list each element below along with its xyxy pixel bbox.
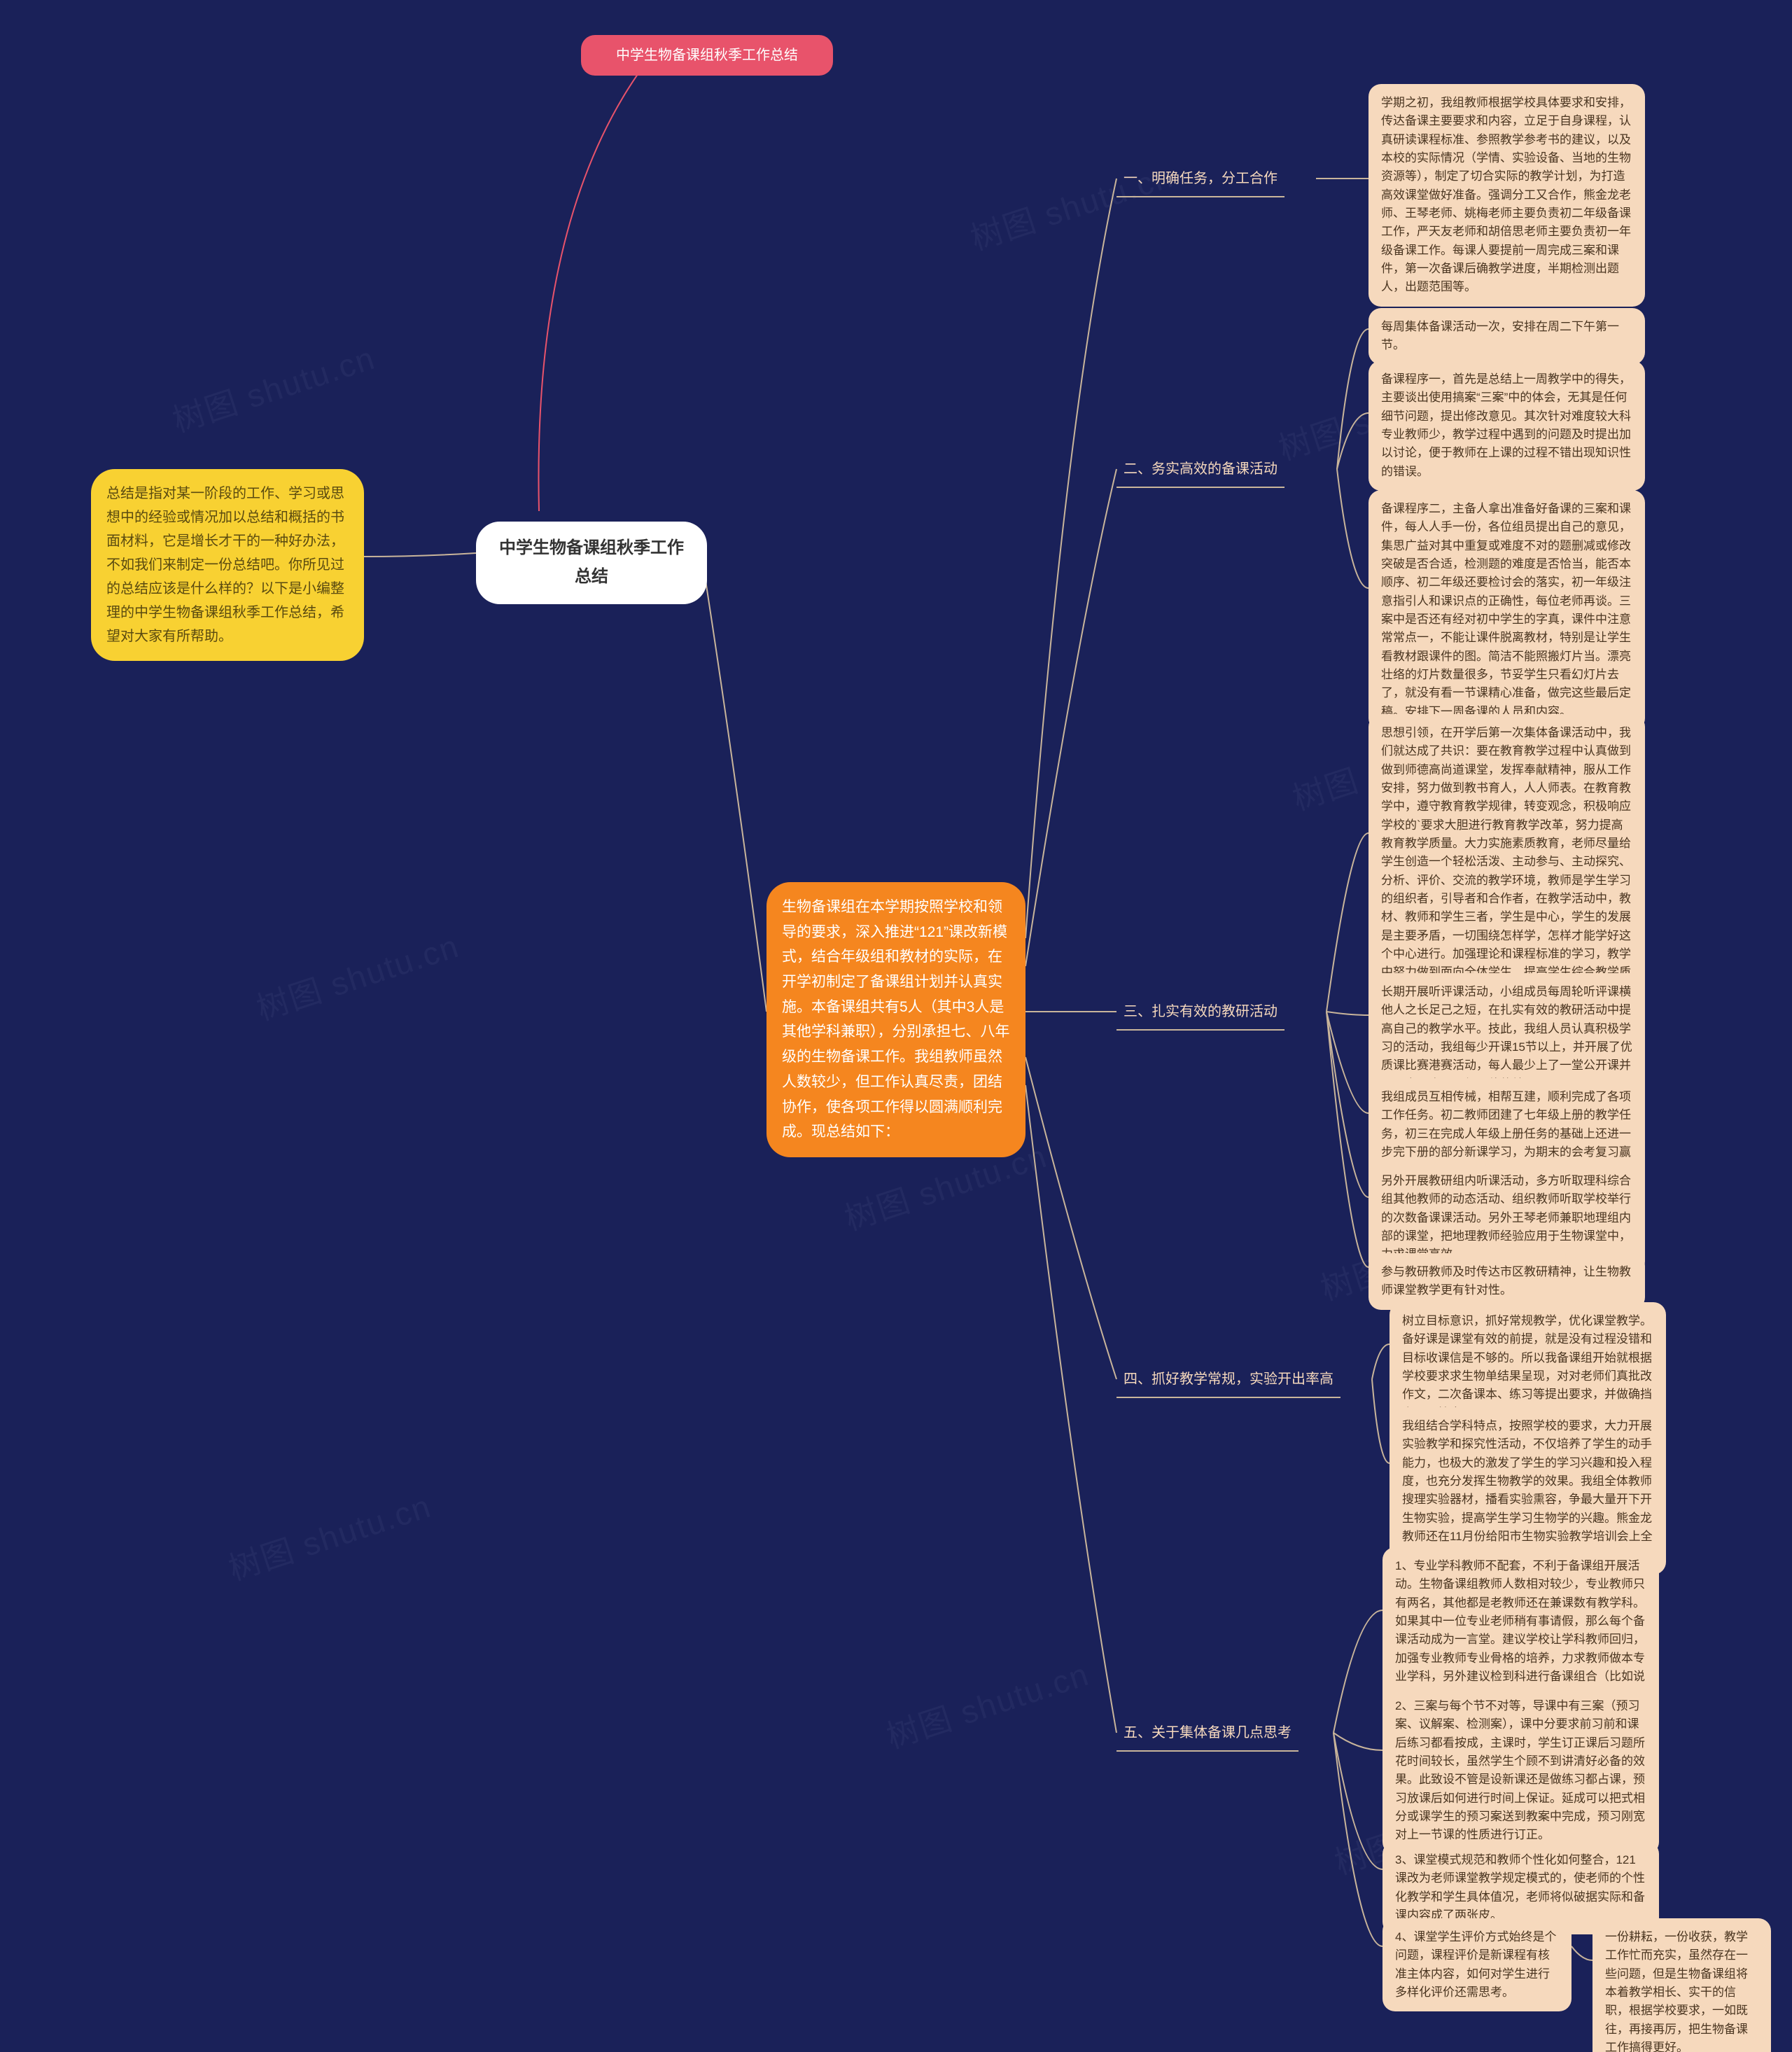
branch-2-leaf-2: 备课程序一，首先是总结上一周教学中的得失，主要谈出使用搞案“三案”中的体会，无其… (1368, 361, 1645, 491)
branch-3-leaf-5: 参与教研教师及时传达市区教研精神，让生物教师课堂教学更有针对性。 (1368, 1253, 1645, 1310)
branch-2-leaf-1: 每周集体备课活动一次，安排在周二下午第一节。 (1368, 308, 1645, 365)
branch-1-leaf-1: 学期之初，我组教师根据学校具体要求和安排，传达备课主要要求和内容，立足于自身课程… (1368, 84, 1645, 307)
main-summary-node: 生物备课组在本学期按照学校和领导的要求，深入推进“121”课改新模式，结合年级组… (766, 882, 1026, 1157)
branch-5-title: 五、关于集体备课几点思考 (1116, 1715, 1298, 1752)
branch-5-leaf-4: 4、课堂学生评价方式始终是个问题，课程评价是新课程有核准主体内容，如何对学生进行… (1382, 1918, 1572, 2011)
intro-box: 总结是指对某一阶段的工作、学习或思想中的经验或情况加以总结和概括的书面材料，它是… (91, 469, 364, 661)
branch-4-title: 四、抓好教学常规，实验开出率高 (1116, 1362, 1340, 1398)
watermark: 树图 shutu.cn (222, 1481, 436, 1590)
watermark: 树图 shutu.cn (880, 1649, 1094, 1758)
title-pill: 中学生物备课组秋季工作总结 (581, 35, 833, 76)
branch-1-title: 一、明确任务，分工合作 (1116, 161, 1284, 197)
watermark: 树图 shutu.cn (166, 333, 380, 442)
branch-5-leaf-5: 一份耕耘，一份收获，教学工作忙而充实，虽然存在一些问题，但是生物备课组将本着教学… (1592, 1918, 1771, 2052)
watermark: 树图 shutu.cn (250, 921, 464, 1030)
branch-5-leaf-2: 2、三案与每个节不对等，导课中有三案（预习案、议解案、检测案），课中分要求前习前… (1382, 1687, 1659, 1855)
branch-2-title: 二、务实高效的备课活动 (1116, 452, 1284, 488)
center-node: 中学生物备课组秋季工作总结 (476, 522, 707, 604)
mindmap-canvas: 树图 shutu.cn 树图 shutu.cn 树图 shutu.cn 树图 s… (0, 0, 1792, 2052)
branch-3-title: 三、扎实有效的教研活动 (1116, 994, 1284, 1031)
branch-2-leaf-3: 备课程序二，主备人拿出准备好备课的三案和课件，每人人手一份，各位组员提出自己的意… (1368, 490, 1645, 731)
